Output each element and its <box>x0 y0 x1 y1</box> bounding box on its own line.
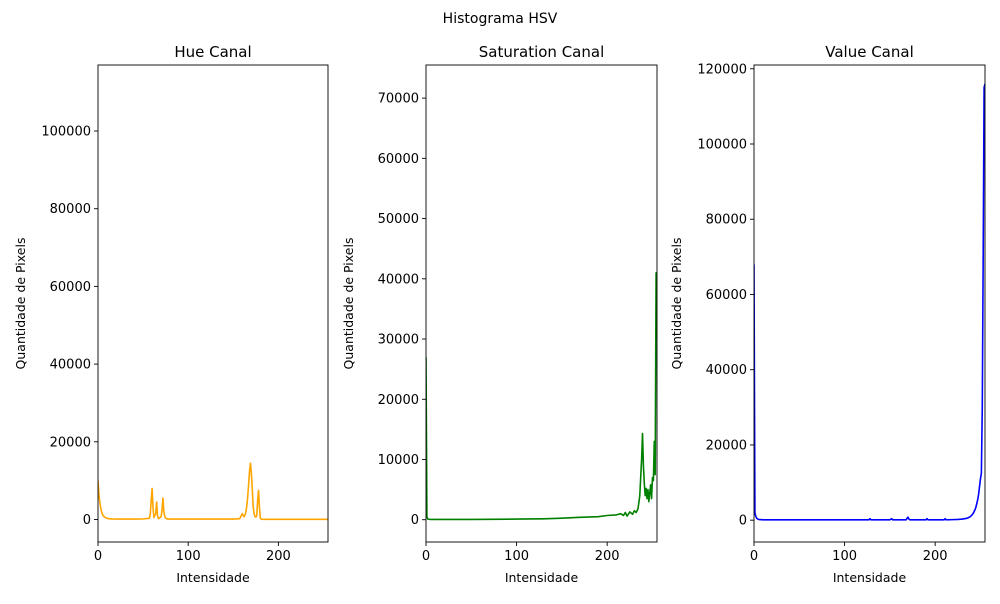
value-y-tick-label: 80000 <box>706 213 747 228</box>
value-histogram-line <box>754 83 985 521</box>
hue-x-axis-label: Intensidade <box>176 570 250 585</box>
saturation-y-tick-label: 10000 <box>378 453 419 468</box>
hue-x-tick-label: 200 <box>266 549 291 564</box>
value-y-tick-label: 60000 <box>706 288 747 303</box>
hue-axes-frame <box>97 64 329 543</box>
value-y-tick-label: 120000 <box>697 62 747 77</box>
hue-y-tick-label: 0 <box>83 513 91 528</box>
value-y-tick-label: 0 <box>739 514 747 529</box>
saturation-y-tick-label: 60000 <box>378 152 419 167</box>
saturation-x-tick-label: 0 <box>422 549 430 564</box>
value-panel: Value Canal Intensidade Quantidade de Pi… <box>669 43 986 585</box>
value-x-tick-label: 200 <box>923 549 948 564</box>
hue-y-axis-label: Quantidade de Pixels <box>13 238 28 370</box>
saturation-y-tick-label: 50000 <box>378 212 419 227</box>
hue-panel: Hue Canal Intensidade Quantidade de Pixe… <box>13 43 329 585</box>
value-panel-title: Value Canal <box>825 43 914 61</box>
saturation-histogram-line <box>426 271 657 521</box>
value-x-tick-label: 0 <box>750 549 758 564</box>
saturation-x-axis-label: Intensidade <box>505 570 579 585</box>
saturation-panel: Saturation Canal Intensidade Quantidade … <box>341 43 658 585</box>
saturation-y-axis-label: Quantidade de Pixels <box>341 238 356 370</box>
hue-y-tick-label: 40000 <box>50 358 91 373</box>
value-axes-frame <box>753 64 986 543</box>
value-x-axis-label: Intensidade <box>833 570 907 585</box>
hue-y-tick-label: 80000 <box>50 202 91 217</box>
saturation-y-tick-label: 0 <box>411 513 419 528</box>
hue-x-tick-label: 100 <box>176 549 201 564</box>
saturation-x-tick-label: 100 <box>504 549 529 564</box>
hue-y-tick-label: 100000 <box>41 125 91 140</box>
saturation-y-tick-label: 30000 <box>378 333 419 348</box>
value-y-axis-label: Quantidade de Pixels <box>669 238 684 370</box>
hue-x-tick-label: 0 <box>94 549 102 564</box>
value-y-tick-label: 40000 <box>706 363 747 378</box>
value-y-tick-label: 100000 <box>697 137 747 152</box>
saturation-axes-frame <box>425 64 658 543</box>
figure-title: Histograma HSV <box>443 11 558 27</box>
hue-y-tick-label: 20000 <box>50 435 91 450</box>
saturation-panel-title: Saturation Canal <box>479 43 605 61</box>
saturation-x-tick-label: 200 <box>595 549 620 564</box>
saturation-y-tick-label: 40000 <box>378 272 419 287</box>
hue-panel-title: Hue Canal <box>174 43 251 61</box>
value-x-tick-label: 100 <box>832 549 857 564</box>
value-y-tick-label: 20000 <box>706 438 747 453</box>
saturation-y-tick-label: 20000 <box>378 393 419 408</box>
saturation-y-tick-label: 70000 <box>378 92 419 107</box>
hue-histogram-line <box>98 462 328 521</box>
hue-y-tick-label: 60000 <box>50 280 91 295</box>
